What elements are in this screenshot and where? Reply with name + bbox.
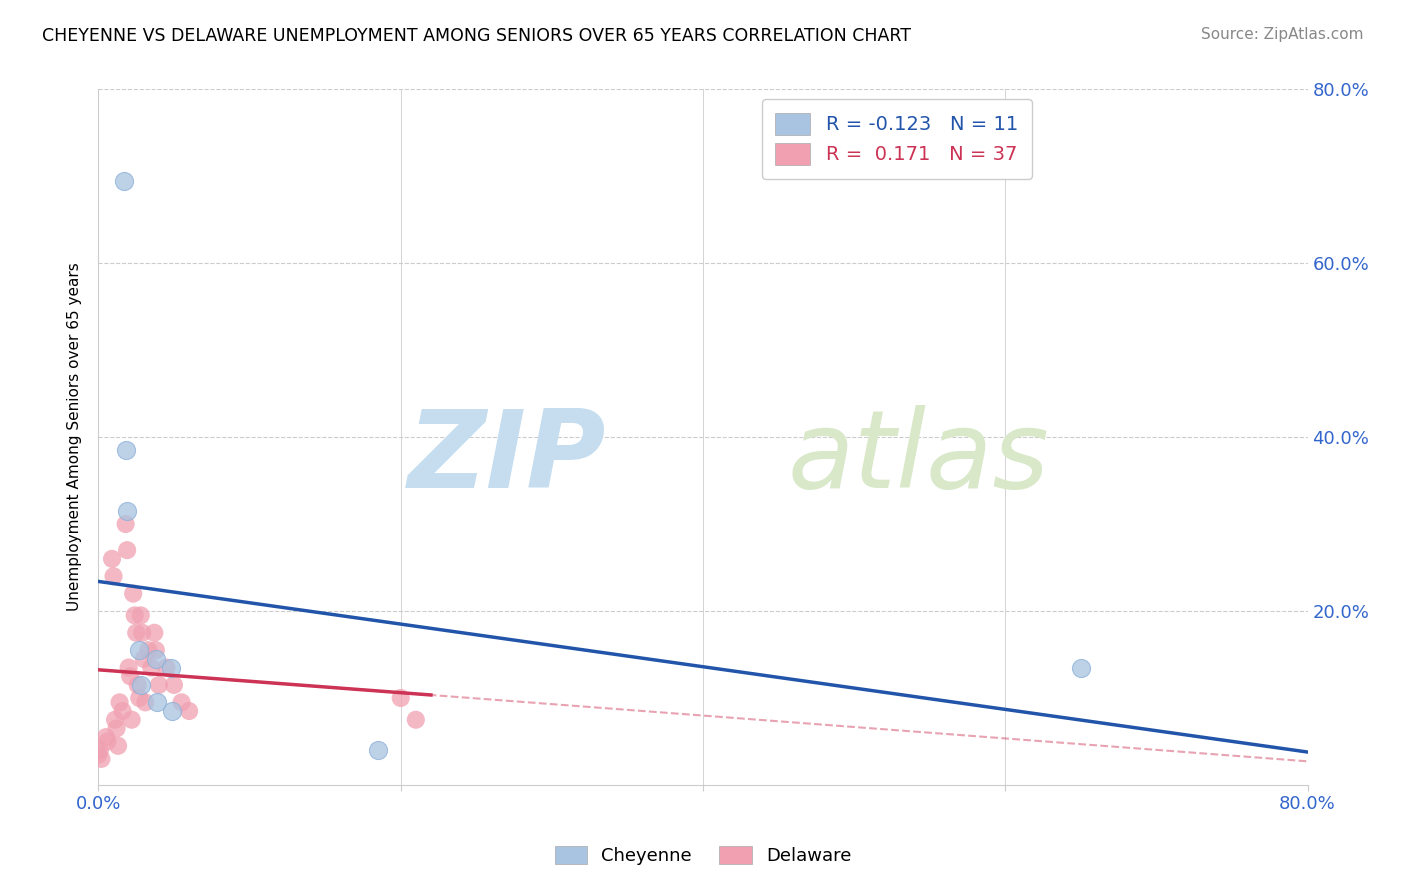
Point: [129, 608, 152, 623]
Point: [163, 678, 186, 692]
Point: [114, 516, 136, 531]
Point: [1070, 660, 1092, 674]
Point: [115, 543, 138, 558]
Point: [129, 678, 152, 692]
Point: [87, 747, 110, 762]
Point: [90, 752, 112, 766]
Point: [122, 587, 145, 601]
Point: [107, 739, 129, 753]
Point: [132, 652, 155, 666]
Point: [134, 695, 156, 709]
Point: [96, 734, 118, 748]
Point: [127, 678, 149, 692]
Point: [128, 690, 150, 705]
Point: [128, 643, 150, 657]
Legend: R = -0.123   N = 11, R =  0.171   N = 37: R = -0.123 N = 11, R = 0.171 N = 37: [762, 99, 1032, 178]
Point: [105, 722, 128, 736]
Text: Source: ZipAtlas.com: Source: ZipAtlas.com: [1201, 27, 1364, 42]
Point: [367, 743, 389, 757]
Point: [114, 443, 136, 458]
Point: [136, 643, 159, 657]
Point: [112, 173, 135, 187]
Point: [131, 625, 153, 640]
Point: [143, 625, 166, 640]
Point: [111, 704, 134, 718]
Point: [160, 660, 183, 674]
Point: [115, 504, 138, 518]
Point: [148, 678, 170, 692]
Point: [145, 652, 167, 666]
Point: [94, 730, 117, 744]
Point: [146, 695, 169, 709]
Point: [145, 643, 167, 657]
Point: [89, 743, 111, 757]
Point: [141, 660, 163, 674]
Text: CHEYENNE VS DELAWARE UNEMPLOYMENT AMONG SENIORS OVER 65 YEARS CORRELATION CHART: CHEYENNE VS DELAWARE UNEMPLOYMENT AMONG …: [42, 27, 911, 45]
Point: [101, 551, 124, 566]
Point: [162, 704, 184, 718]
Point: [124, 608, 146, 623]
Point: [155, 660, 177, 674]
Point: [108, 695, 131, 709]
Point: [120, 669, 142, 683]
Point: [103, 569, 125, 583]
Legend: Cheyenne, Delaware: Cheyenne, Delaware: [546, 837, 860, 874]
Point: [389, 690, 412, 705]
Point: [104, 713, 127, 727]
Point: [118, 660, 141, 674]
Point: [405, 713, 427, 727]
Point: [121, 713, 143, 727]
Point: [125, 625, 148, 640]
Point: [179, 704, 201, 718]
Point: [170, 695, 193, 709]
Text: ZIP: ZIP: [408, 405, 606, 511]
Y-axis label: Unemployment Among Seniors over 65 years: Unemployment Among Seniors over 65 years: [67, 263, 83, 611]
Text: atlas: atlas: [787, 406, 1049, 510]
